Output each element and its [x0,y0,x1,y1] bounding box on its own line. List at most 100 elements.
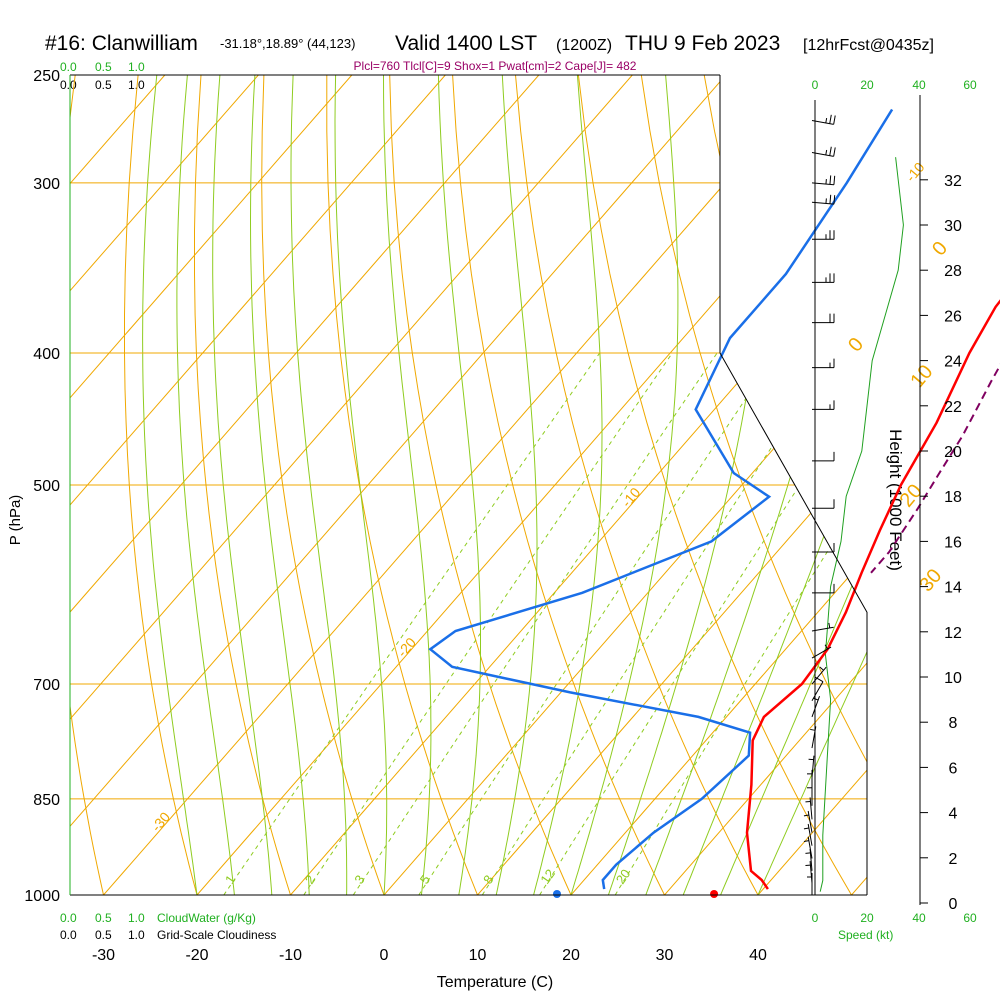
dry-adiabat [389,75,572,895]
wind-barb-staff [811,201,834,205]
wind-barb [812,313,835,324]
station-title: #16: Clanwilliam [45,32,198,55]
wind-barb [812,400,835,410]
wind-barb-half-flag [825,117,828,124]
wind-barb-flag [833,115,836,125]
wind-barb-staff [811,626,834,632]
height-tick-label: 26 [944,308,962,325]
temperature-profile [745,299,1000,890]
isotherm-label: -10 [618,484,643,510]
dry-adiabat [640,75,867,895]
wind-barb-staff [811,182,834,186]
moist-adiabat [249,75,310,895]
height-tick-label: 12 [944,625,962,642]
temperature-tick-label: 30 [656,947,674,964]
wind-barb-staff [811,120,834,125]
wind-barb-half-flag [803,840,809,843]
wind-barb [812,499,835,509]
wind-barb [805,861,813,884]
wind-barb-flag [833,195,836,205]
stability-indices: Plcl=760 Tlcl[C]=9 Shox=1 Pwat[cm]=2 Cap… [354,59,637,73]
cloudwater-tick: 1.0 [128,60,145,74]
height-tick-label: 10 [944,670,962,687]
wind-barb [803,823,813,846]
cloudwater-tick: 0.0 [60,911,77,925]
temperature-tick-label: -30 [92,947,115,964]
moist-adiabat [720,75,867,895]
wind-barb-staff [807,823,813,846]
cloudiness-tick: 0.5 [95,78,112,92]
forecast-info: [12hrFcst@0435z] [803,37,934,54]
y-axis-title: P (hPa) [7,495,24,546]
wind-barb-staff [811,152,834,157]
dry-adiabat [452,75,665,895]
wind-barb [812,583,835,594]
valid-date: THU 9 Feb 2023 [625,32,780,55]
mixing-ratio-line [352,352,718,895]
bottom-speed-scale: 0 20 40 60 Speed (kt) [812,911,977,942]
isotherm-label: -10 [902,159,927,185]
wind-barb [811,644,832,659]
wind-barb-flag [829,146,832,156]
height-tick-label: 30 [944,218,962,235]
isotherm-label: 10 [906,361,937,392]
height-tick-label: 0 [949,896,958,913]
pressure-tick-label: 250 [33,68,60,85]
height-tick-label: 18 [944,489,962,506]
mixing-ratio-label: 1 [222,872,238,887]
isotherm-label: -30 [148,809,173,835]
dewpoint-profile [428,108,894,890]
station-coords: -31.18°,18.89° (44,123) [220,36,355,51]
wind-barb [811,114,836,125]
wind-barb [807,783,813,806]
top-speed-scale: 0 20 40 60 [812,78,977,92]
dry-adiabat [326,75,478,895]
speed-tick: 40 [912,911,926,925]
moist-adiabat [212,75,273,895]
wind-barb [807,769,813,792]
pressure-tick-label: 1000 [24,888,60,905]
wind-barb [803,836,813,859]
mixing-ratio-line [303,352,673,895]
cloudwater-tick: 0.5 [95,60,112,74]
wind-barb-half-flag [819,666,824,671]
wind-barb [811,175,836,186]
pressure-tick-label: 500 [33,478,60,495]
pressure-tick-label: 300 [33,176,60,193]
speed-tick: 60 [963,911,977,925]
surface-dewpoint-marker [552,890,561,898]
wind-barb [805,848,813,871]
dry-adiabat [956,75,1000,895]
wind-barb-flag [829,175,832,185]
wind-barb-half-flag [825,149,828,156]
wind-barb [811,666,827,685]
wind-barb-half-flag [803,827,809,830]
cloudiness-tick: 1.0 [128,78,145,92]
mixing-ratio-line [418,352,777,895]
plot-right-border [719,75,868,895]
dry-adiabat [261,75,385,895]
speed-label: Speed (kt) [838,928,893,942]
valid-time: Valid 1400 LST [395,32,537,55]
wind-barb [811,676,824,701]
dry-adiabat [766,75,867,895]
wind-barb [810,726,817,749]
dry-adiabat [577,75,852,895]
wind-barb [812,230,835,240]
wind-barb-flag [829,114,832,124]
mixing-ratio-label: 3 [351,872,367,887]
moist-adiabat [757,75,867,895]
speed-tick: 0 [812,911,819,925]
wind-barb [812,451,835,462]
wind-barb [811,696,820,718]
profile-layer [428,108,1000,898]
wind-barb-staff [811,681,824,701]
wind-barb [811,146,836,157]
isotherm-line [70,75,353,895]
mixing-ratio-label: 8 [480,872,496,887]
height-tick-label: 8 [949,715,958,732]
top-cloudwater-scale: 0.0 0.5 1.0 0.0 0.5 1.0 [60,60,145,92]
wind-barb [803,810,813,833]
wind-barb-half-flag [803,814,809,817]
